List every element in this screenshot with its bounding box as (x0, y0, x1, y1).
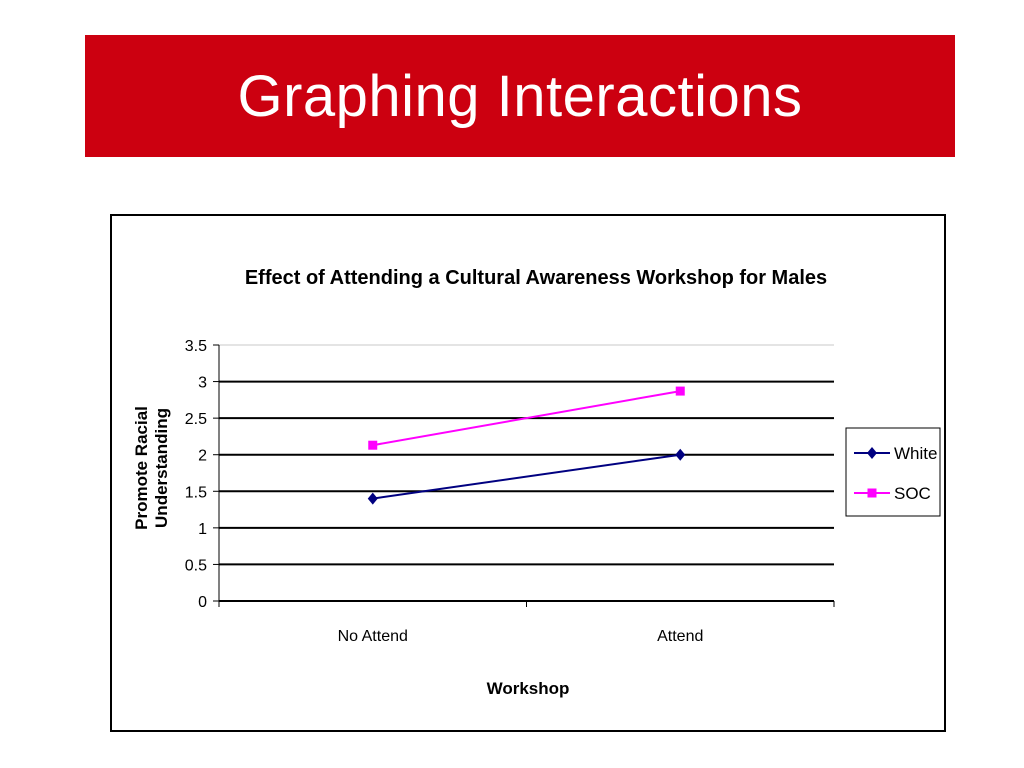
y-axis-ticks: 0 0.5 1 1.5 2 2.5 3 3.5 (185, 338, 219, 611)
chart-frame: Effect of Attending a Cultural Awareness… (110, 214, 946, 732)
y-tick-label: 0 (198, 594, 207, 611)
axes (218, 345, 834, 607)
legend-label: SOC (894, 484, 931, 503)
y-tick-label: 1 (198, 521, 207, 538)
line-chart: Effect of Attending a Cultural Awareness… (132, 267, 941, 698)
y-tick-label: 1.5 (185, 484, 207, 501)
data-point-white (367, 492, 378, 505)
gridlines (219, 344, 834, 566)
y-tick-label: 3 (198, 375, 207, 392)
series-line-soc (372, 390, 681, 447)
y-axis-title-line-2: Understanding (152, 408, 171, 528)
series-group (367, 386, 686, 505)
legend-label: White (894, 444, 937, 463)
y-axis-title: Promote Racial Understanding (132, 406, 171, 530)
x-axis-title: Workshop (487, 679, 570, 698)
slide-title-bar: Graphing Interactions (85, 35, 955, 157)
y-axis-title-line-1: Promote Racial (132, 406, 151, 530)
y-tick-label: 2.5 (185, 411, 207, 428)
legend-marker (867, 447, 877, 459)
legend: White SOC (845, 427, 941, 517)
data-point-white (675, 448, 686, 461)
data-point-soc (368, 440, 378, 450)
x-tick-label: No Attend (338, 628, 408, 645)
data-point-soc (675, 386, 685, 396)
legend-marker (867, 488, 877, 498)
slide-title: Graphing Interactions (237, 63, 803, 129)
y-tick-label: 0.5 (185, 557, 207, 574)
y-tick-label: 2 (198, 448, 207, 465)
y-tick-label: 3.5 (185, 338, 207, 355)
legend-box (845, 427, 941, 517)
series-line-white (372, 453, 681, 500)
x-tick-label: Attend (657, 628, 703, 645)
x-axis-ticks: No Attend Attend (218, 601, 835, 645)
chart-title: Effect of Attending a Cultural Awareness… (245, 267, 827, 289)
